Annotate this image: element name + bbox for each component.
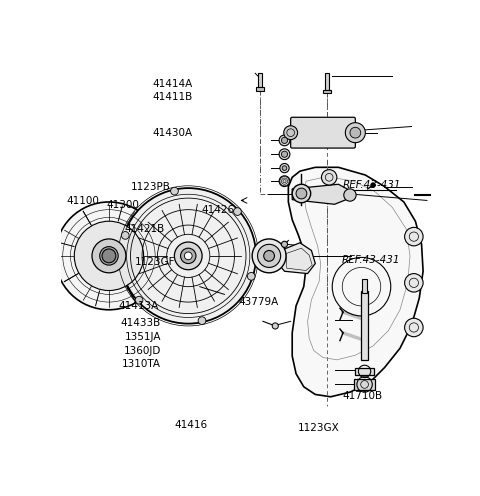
Text: 41421B: 41421B bbox=[124, 225, 165, 235]
Text: 41413A: 41413A bbox=[119, 301, 159, 311]
Text: 41433B: 41433B bbox=[121, 318, 161, 328]
Text: 1123GF: 1123GF bbox=[135, 257, 176, 267]
Polygon shape bbox=[288, 167, 423, 397]
Bar bbox=[324, 73, 329, 90]
Bar bbox=[256, 87, 264, 91]
Circle shape bbox=[284, 126, 298, 139]
Circle shape bbox=[252, 239, 286, 273]
Circle shape bbox=[264, 250, 275, 261]
Circle shape bbox=[292, 184, 311, 203]
Text: 41416: 41416 bbox=[174, 421, 207, 431]
Circle shape bbox=[345, 123, 365, 143]
Circle shape bbox=[120, 188, 256, 323]
Circle shape bbox=[282, 166, 287, 171]
Circle shape bbox=[281, 137, 288, 143]
Polygon shape bbox=[277, 243, 315, 274]
Text: 41100: 41100 bbox=[66, 196, 99, 206]
Circle shape bbox=[279, 176, 290, 186]
Circle shape bbox=[184, 252, 192, 260]
FancyBboxPatch shape bbox=[291, 117, 355, 148]
Circle shape bbox=[296, 188, 307, 199]
Circle shape bbox=[280, 164, 289, 173]
Circle shape bbox=[258, 245, 281, 267]
Circle shape bbox=[322, 170, 337, 185]
Bar bbox=[361, 291, 369, 360]
Text: 1310TA: 1310TA bbox=[122, 359, 161, 370]
Text: REF.43-431: REF.43-431 bbox=[342, 180, 401, 190]
Text: 41710B: 41710B bbox=[342, 391, 382, 401]
Circle shape bbox=[92, 239, 126, 273]
Circle shape bbox=[198, 317, 206, 324]
Bar bbox=[362, 279, 367, 293]
Text: 41414A: 41414A bbox=[152, 79, 192, 89]
Circle shape bbox=[247, 272, 255, 280]
Circle shape bbox=[279, 149, 290, 160]
Circle shape bbox=[180, 248, 196, 263]
Circle shape bbox=[350, 127, 361, 138]
Circle shape bbox=[121, 232, 129, 239]
Circle shape bbox=[405, 227, 423, 246]
Circle shape bbox=[281, 241, 288, 248]
Circle shape bbox=[371, 183, 375, 187]
Text: 41426: 41426 bbox=[202, 205, 235, 215]
Text: 1360JD: 1360JD bbox=[124, 346, 161, 356]
Circle shape bbox=[170, 187, 179, 195]
Bar bbox=[258, 73, 262, 87]
Circle shape bbox=[234, 208, 241, 215]
Text: REF.43-431: REF.43-431 bbox=[342, 255, 401, 265]
Circle shape bbox=[102, 249, 116, 263]
Circle shape bbox=[135, 296, 143, 304]
Circle shape bbox=[281, 151, 288, 157]
Text: 1123GX: 1123GX bbox=[298, 423, 339, 433]
Text: 41300: 41300 bbox=[106, 200, 139, 210]
Bar bbox=[354, 379, 375, 390]
Text: 1351JA: 1351JA bbox=[124, 332, 161, 342]
Circle shape bbox=[55, 202, 163, 310]
Circle shape bbox=[405, 274, 423, 292]
Circle shape bbox=[174, 242, 202, 270]
Bar bbox=[355, 368, 374, 375]
Circle shape bbox=[279, 135, 290, 146]
Circle shape bbox=[344, 189, 356, 201]
Text: 41430A: 41430A bbox=[152, 128, 192, 138]
Polygon shape bbox=[292, 184, 350, 204]
Circle shape bbox=[272, 323, 278, 329]
Text: 41411B: 41411B bbox=[152, 92, 192, 102]
Circle shape bbox=[74, 221, 144, 291]
Circle shape bbox=[100, 247, 118, 265]
Bar bbox=[323, 90, 331, 93]
Text: 1123PB: 1123PB bbox=[131, 183, 170, 192]
Text: 43779A: 43779A bbox=[239, 298, 279, 308]
Circle shape bbox=[405, 318, 423, 337]
